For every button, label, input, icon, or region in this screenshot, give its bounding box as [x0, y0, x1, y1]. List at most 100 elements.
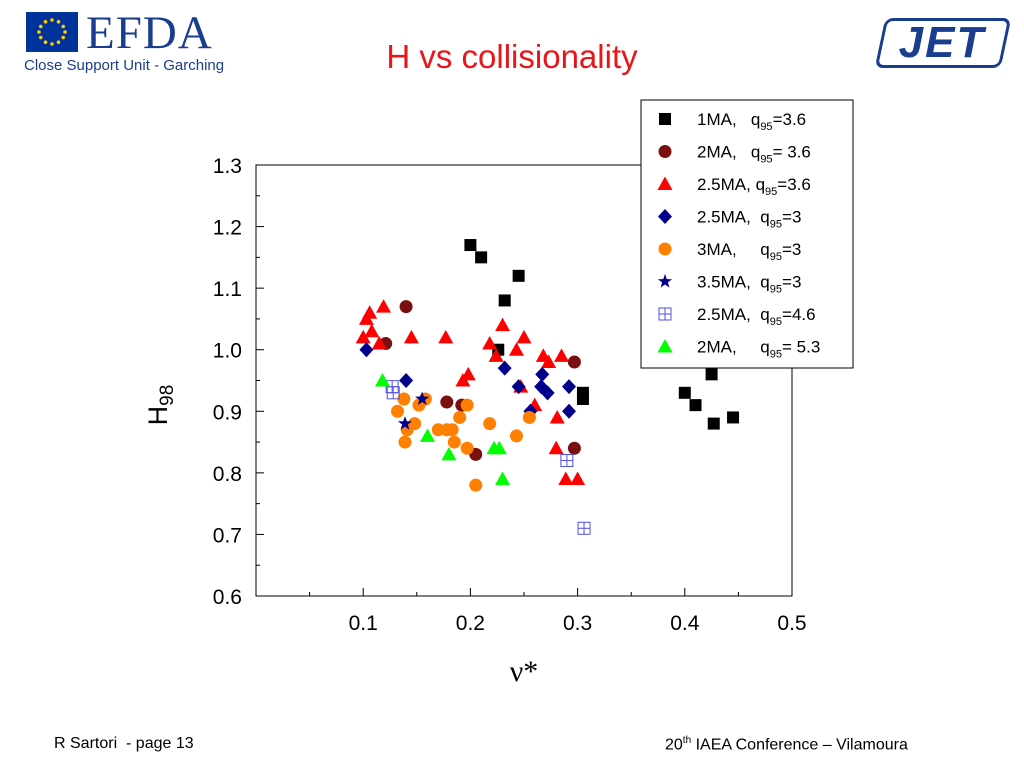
data-point — [403, 329, 419, 344]
data-point — [548, 440, 564, 455]
data-point — [482, 336, 498, 350]
legend-marker — [657, 339, 673, 353]
efda-logo: EFDA Close Support Unit - Garching — [22, 7, 252, 78]
legend-entry-value: =3.6 — [777, 175, 811, 194]
data-point — [397, 392, 411, 406]
data-point — [707, 417, 720, 430]
footer-conference-suffix: th — [682, 735, 692, 746]
footer-conference-name: IAEA Conference – Vilamoura — [691, 736, 908, 754]
series-4 — [391, 392, 536, 492]
data-point — [495, 317, 511, 332]
y-tick-label: 0.6 — [213, 586, 242, 609]
eu-flag-icon — [26, 12, 78, 52]
data-point — [483, 417, 497, 431]
series-5 — [397, 391, 430, 430]
data-point — [497, 360, 512, 376]
data-point — [475, 251, 488, 264]
legend-entry-subscript: 95 — [770, 284, 782, 296]
legend-entry-subscript: 95 — [770, 219, 782, 231]
data-point — [541, 354, 557, 369]
slide-title: H vs collisionality — [386, 38, 638, 75]
efda-subtitle: Close Support Unit - Garching — [24, 57, 225, 74]
y-tick-label: 0.7 — [213, 524, 242, 547]
data-point — [445, 423, 459, 437]
data-point — [495, 471, 511, 486]
data-point — [488, 348, 504, 362]
x-tick-label: 0.1 — [349, 612, 378, 635]
data-point — [464, 239, 477, 252]
legend-entry-value: =3 — [782, 240, 801, 259]
legend-entry-subscript: 95 — [770, 251, 782, 263]
data-point — [508, 342, 524, 356]
data-point — [689, 399, 702, 412]
legend-entry: 2MA, q95= 5.3 — [697, 338, 820, 361]
series-0 — [464, 239, 740, 430]
data-point — [399, 373, 414, 388]
data-point — [438, 329, 454, 344]
footer-left: R Sartori - page 13 — [54, 735, 194, 752]
data-point — [415, 391, 430, 405]
series-7 — [374, 373, 511, 486]
legend-entry-text: 3MA, q — [697, 240, 770, 259]
footer-right: 20th IAEA Conference – Vilamoura — [665, 735, 908, 754]
x-axis-label: ν* — [510, 655, 539, 688]
data-point — [535, 366, 550, 382]
y-axis-label-subscript: 98 — [157, 385, 178, 406]
legend-entry: 1MA, q95=3.6 — [697, 110, 806, 133]
data-point — [355, 329, 371, 344]
legend-entry-value: = 5.3 — [782, 338, 820, 357]
legend-entry-text: 2.5MA, q — [697, 305, 770, 324]
y-tick-label: 1.0 — [213, 340, 242, 363]
data-point — [397, 416, 413, 430]
y-axis-label: H98 — [143, 385, 178, 426]
legend-marker — [657, 176, 673, 190]
legend-entry-text: 1MA, q — [697, 110, 760, 129]
data-point — [359, 342, 374, 358]
data-point — [460, 366, 476, 381]
y-tick-label: 0.9 — [213, 401, 242, 424]
legend-entry-subscript: 95 — [765, 186, 777, 198]
data-point — [491, 440, 507, 455]
legend-entry-text: 2MA, q — [697, 338, 770, 357]
legend-marker — [658, 145, 672, 158]
legend-entry: 3.5MA, q95=3 — [697, 273, 801, 296]
legend-entry: 2.5MA, q95=4.6 — [697, 305, 816, 328]
x-tick-label: 0.2 — [456, 612, 485, 635]
data-point — [567, 441, 581, 455]
data-point — [562, 403, 577, 419]
data-point — [678, 386, 691, 399]
data-point — [509, 429, 523, 443]
legend-entry-value: =3.6 — [773, 110, 807, 129]
legend-entry-value: = 3.6 — [773, 143, 811, 162]
data-point — [376, 299, 392, 313]
legend-entry: 3MA, q95=3 — [697, 240, 801, 263]
legend-marker — [658, 209, 672, 224]
legend-marker — [658, 242, 672, 256]
data-point — [567, 355, 581, 369]
data-point — [386, 386, 400, 400]
data-point — [364, 323, 380, 338]
legend-marker — [657, 274, 673, 288]
x-tick-label: 0.3 — [563, 612, 592, 635]
y-axis-label-main: H — [143, 406, 173, 426]
data-point — [727, 411, 740, 424]
data-point — [371, 336, 387, 350]
y-tick-label: 0.8 — [213, 463, 242, 486]
legend-entry-subscript: 95 — [770, 349, 782, 361]
data-point — [362, 305, 378, 319]
data-point — [374, 373, 390, 387]
legend-marker — [659, 113, 671, 125]
legend-marker — [658, 307, 672, 321]
data-point — [399, 300, 413, 314]
series-2 — [355, 299, 586, 486]
jet-logo-text: JET — [898, 18, 986, 67]
data-point — [570, 471, 586, 486]
x-tick-label: 0.5 — [777, 612, 806, 635]
footer-conference-number: 20 — [665, 736, 683, 754]
legend-entry-text: 2.5MA, q — [697, 175, 765, 194]
data-point — [391, 404, 405, 418]
data-point — [469, 478, 483, 492]
legend-entry-text: 3.5MA, q — [697, 273, 770, 292]
data-point — [705, 368, 718, 381]
